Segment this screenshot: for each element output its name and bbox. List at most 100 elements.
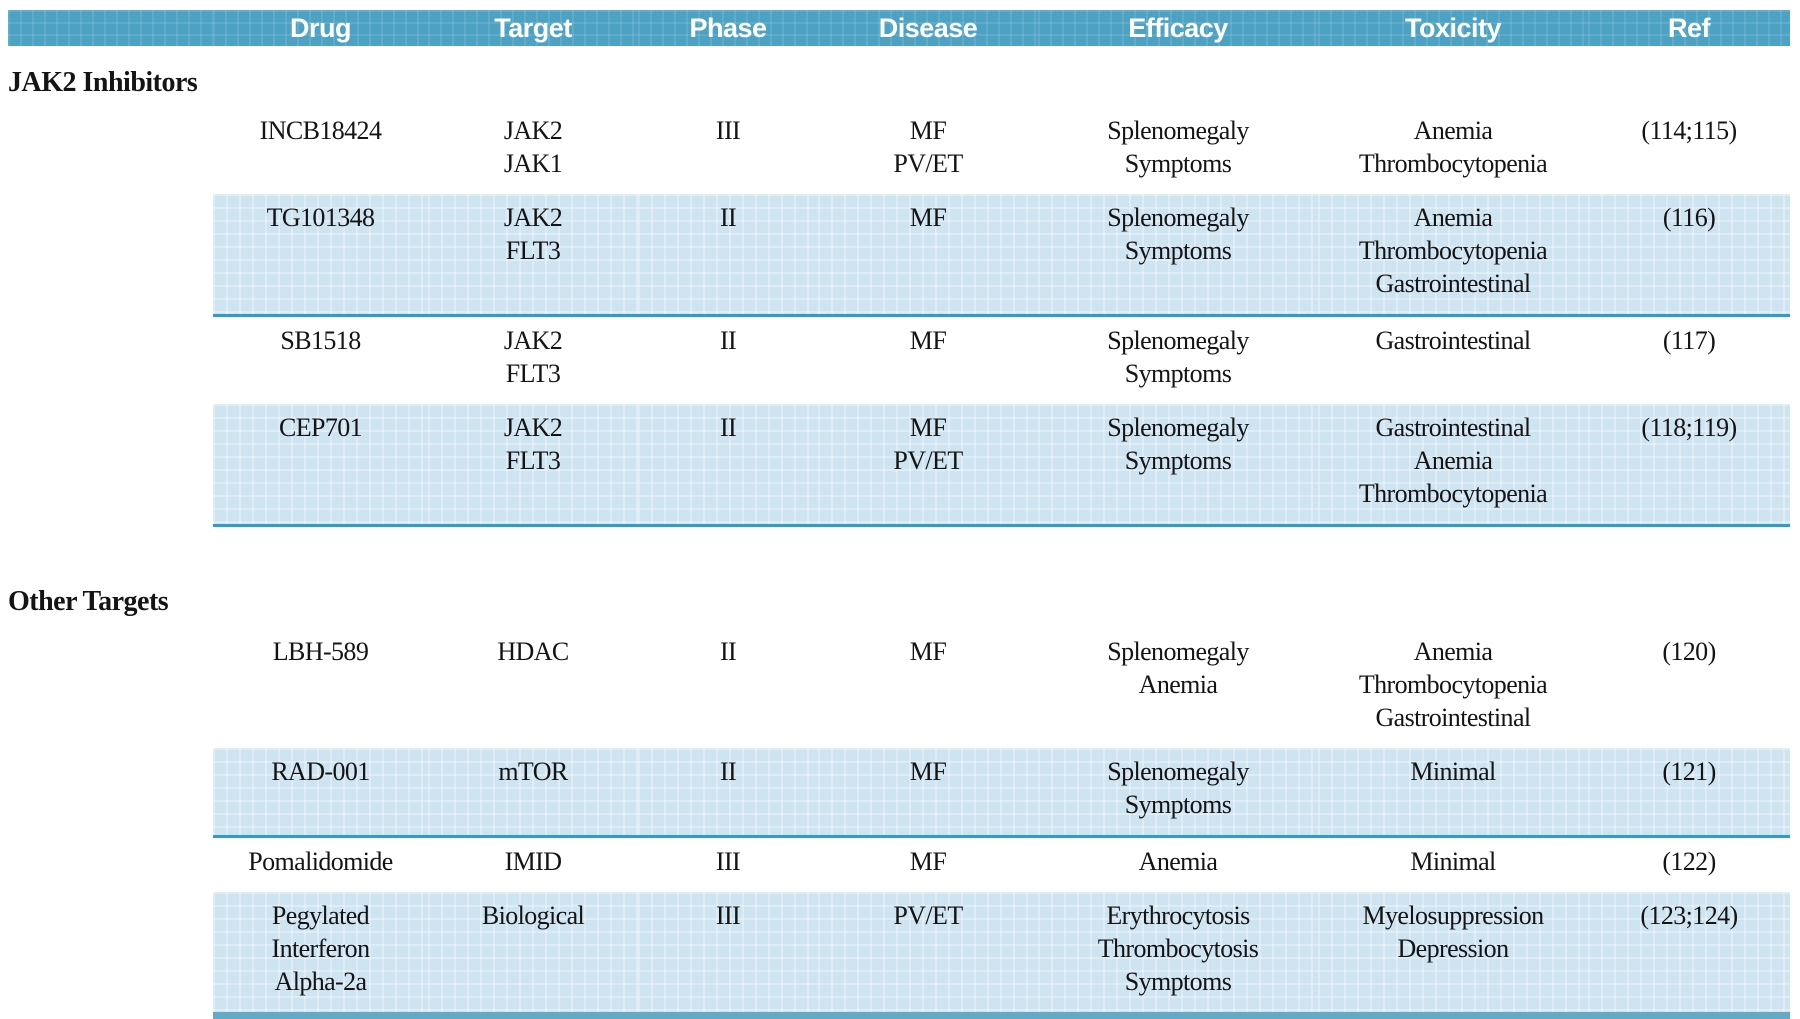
cell-line: III <box>715 901 741 930</box>
cell-line: Alpha-2a <box>274 967 368 996</box>
cell-line: II <box>719 326 737 355</box>
cell-line: Symptoms <box>1124 359 1232 388</box>
cell-line: (123;124) <box>1640 901 1738 930</box>
cell-ref: (122) <box>1588 836 1790 892</box>
cell-target: HDAC <box>428 628 638 748</box>
cell-ref: (116) <box>1588 194 1790 317</box>
cell-line: Thrombocytopenia <box>1358 149 1548 178</box>
column-header-ref: Ref <box>1588 10 1790 46</box>
cell-line: (117) <box>1662 326 1716 355</box>
cell-disease: MF PV/ET <box>818 107 1038 194</box>
cell-ref: (123;124) <box>1588 892 1790 1019</box>
cell-line: MF <box>909 116 947 145</box>
cell-efficacy: Anemia <box>1038 836 1318 892</box>
cell-line: Splenomegaly <box>1107 757 1249 786</box>
cell-line: FLT3 <box>505 359 561 388</box>
cell-line: II <box>719 203 737 232</box>
cell-drug: Pegylated Interferon Alpha-2a <box>213 892 428 1019</box>
cell-line: FLT3 <box>505 236 561 265</box>
cell-line: MF <box>909 203 947 232</box>
cell-line: Anemia <box>1413 446 1493 475</box>
cell-line: Depression <box>1397 934 1510 963</box>
cell-line: Biological <box>481 901 585 930</box>
cell-disease: PV/ET <box>818 892 1038 1019</box>
cell-disease: MF PV/ET <box>818 404 1038 527</box>
cell-line: JAK2 <box>503 326 563 355</box>
table-row: TG101348 JAK2 FLT3 II MF Splenomegaly Symptoms… <box>8 194 1790 317</box>
cell-line: CEP701 <box>278 413 363 442</box>
cell-line: II <box>719 637 737 666</box>
cell-drug: RAD-001 <box>213 748 428 838</box>
cell-line: Myelosuppression <box>1362 901 1544 930</box>
cell-disease: MF <box>818 194 1038 317</box>
cell-line: Interferon <box>271 934 371 963</box>
column-header-drug: Drug <box>213 10 428 46</box>
section-title: Other Targets <box>8 525 1790 628</box>
cell-efficacy: Erythrocytosis Thrombocytosis Symptoms <box>1038 892 1318 1019</box>
section-row: Other Targets <box>8 525 1790 628</box>
column-header-toxicity: Toxicity <box>1318 10 1588 46</box>
table-row: CEP701 JAK2 FLT3 II MF PV/ET Splenomegaly Sympt… <box>8 404 1790 527</box>
cell-line: Thrombocytopenia <box>1358 670 1548 699</box>
cell-ref: (114;115) <box>1588 107 1790 194</box>
cell-disease: MF <box>818 748 1038 838</box>
cell-target: IMID <box>428 836 638 892</box>
cell-toxicity: Gastrointestinal Anemia Thrombocytopenia <box>1318 404 1588 527</box>
drug-trials-table: Drug Target Phase Disease Efficacy Toxicity Re… <box>8 10 1790 1019</box>
cell-disease: MF <box>818 836 1038 892</box>
row-gutter <box>8 107 213 194</box>
cell-toxicity: Gastrointestinal <box>1318 315 1588 404</box>
cell-ref: (120) <box>1588 628 1790 748</box>
cell-line: III <box>715 116 741 145</box>
cell-line: MF <box>909 847 947 876</box>
cell-line: Gastrointestinal <box>1375 269 1531 298</box>
cell-line: RAD-001 <box>271 757 370 786</box>
cell-phase: II <box>638 628 818 748</box>
cell-line: Thrombocytosis <box>1097 934 1259 963</box>
cell-line: Minimal <box>1410 757 1496 786</box>
row-gutter <box>8 194 213 316</box>
cell-line: JAK2 <box>503 116 563 145</box>
cell-line: Erythrocytosis <box>1106 901 1250 930</box>
cell-line: Thrombocytopenia <box>1358 236 1548 265</box>
cell-toxicity: Myelosuppression Depression <box>1318 892 1588 1019</box>
cell-line: Symptoms <box>1124 446 1232 475</box>
cell-line: LBH-589 <box>272 637 369 666</box>
cell-line: Anemia <box>1413 637 1493 666</box>
cell-line: MF <box>909 637 947 666</box>
row-gutter <box>8 836 213 892</box>
cell-line: (118;119) <box>1641 413 1737 442</box>
header-gutter <box>8 10 213 46</box>
cell-drug: INCB18424 <box>213 107 428 194</box>
cell-drug: LBH-589 <box>213 628 428 748</box>
cell-line: JAK2 <box>503 203 563 232</box>
table-row: INCB18424 JAK2 JAK1 III MF PV/ET Splenomegaly S… <box>8 107 1790 194</box>
cell-line: Anemia <box>1138 670 1218 699</box>
cell-line: MF <box>909 326 947 355</box>
cell-line: (121) <box>1662 757 1716 786</box>
cell-line: Anemia <box>1413 116 1493 145</box>
cell-line: Minimal <box>1410 847 1496 876</box>
cell-line: PV/ET <box>893 446 963 475</box>
cell-line: (116) <box>1662 203 1716 232</box>
cell-target: JAK2 FLT3 <box>428 194 638 317</box>
cell-efficacy: Splenomegaly Symptoms <box>1038 315 1318 404</box>
cell-line: PV/ET <box>893 901 963 930</box>
cell-phase: II <box>638 404 818 527</box>
cell-line: Symptoms <box>1124 967 1232 996</box>
cell-ref: (118;119) <box>1588 404 1790 527</box>
cell-line: SB1518 <box>280 326 361 355</box>
cell-drug: SB1518 <box>213 315 428 404</box>
cell-line: II <box>719 413 737 442</box>
row-gutter <box>8 892 213 1016</box>
cell-line: (114;115) <box>1641 116 1737 145</box>
cell-efficacy: Splenomegaly Symptoms <box>1038 194 1318 317</box>
column-header-disease: Disease <box>818 10 1038 46</box>
cell-line: IMID <box>504 847 562 876</box>
cell-line: MF <box>909 757 947 786</box>
row-gutter <box>8 628 213 748</box>
cell-line: JAK2 <box>503 413 563 442</box>
cell-line: Splenomegaly <box>1107 413 1249 442</box>
cell-phase: III <box>638 836 818 892</box>
cell-target: mTOR <box>428 748 638 838</box>
